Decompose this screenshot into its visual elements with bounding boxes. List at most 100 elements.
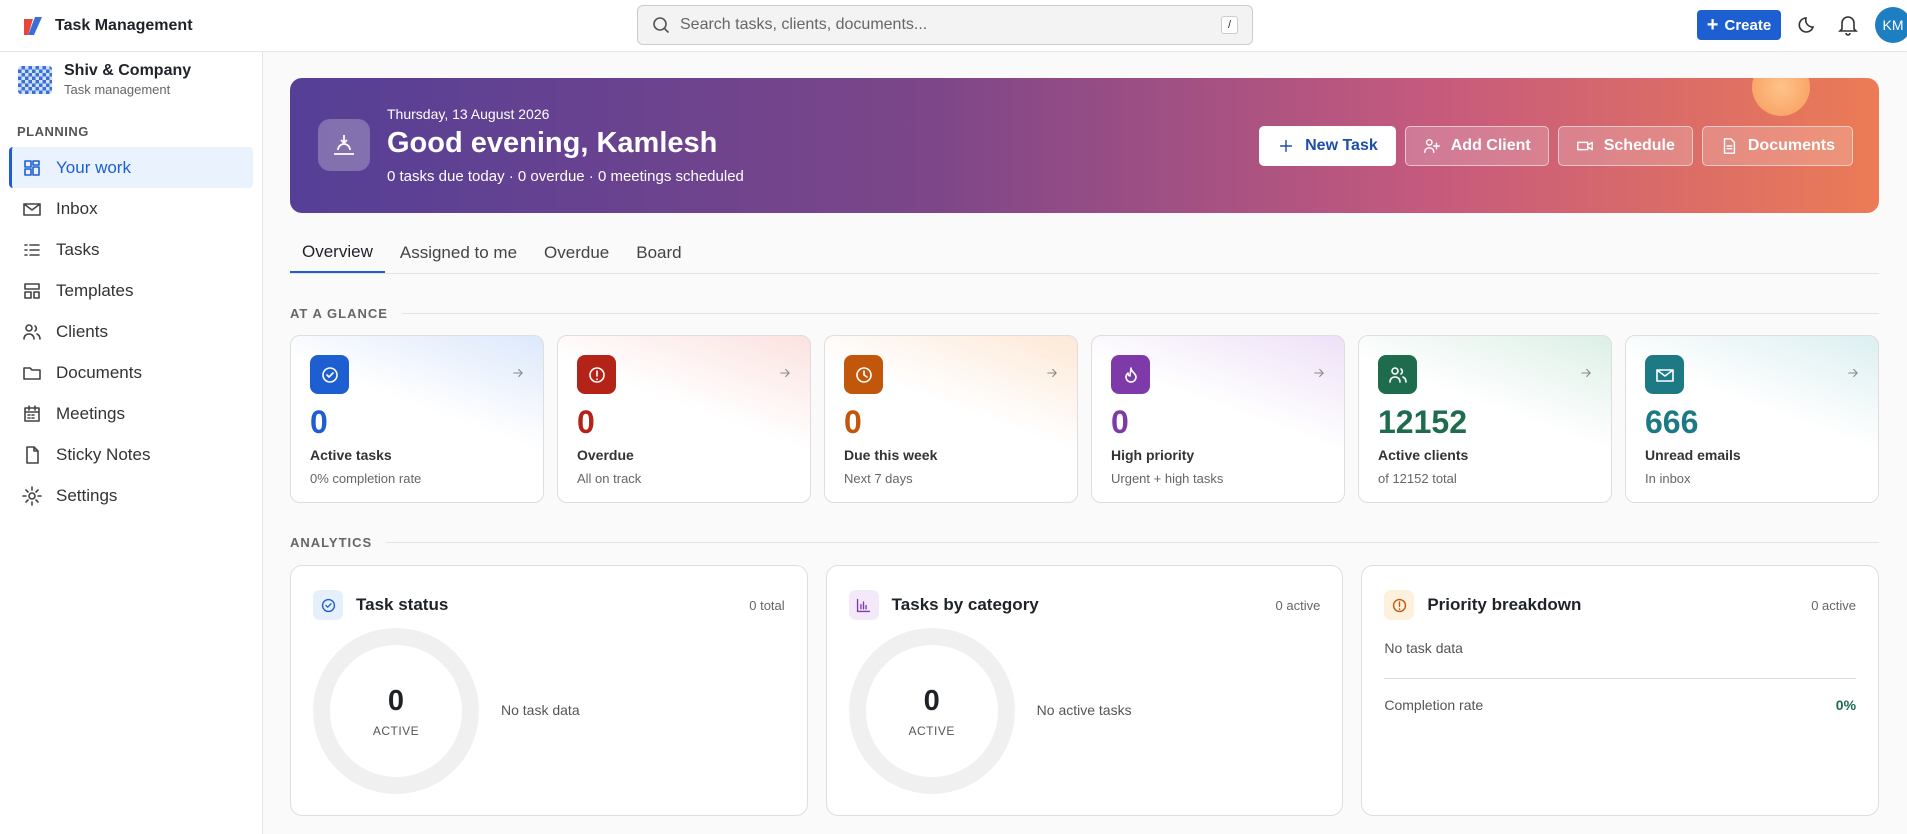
icon (22, 485, 42, 506)
hero-summary: 0 tasks due today · 0 overdue · 0 meetin… (387, 168, 744, 185)
nav-item[interactable]: Templates (9, 270, 253, 311)
nav-item[interactable]: Tasks (9, 229, 253, 270)
stat-card[interactable]: 0 Active tasks 0% completion rate (290, 335, 544, 503)
search-placeholder: Search tasks, clients, documents... (680, 16, 928, 33)
org: Shiv & Company Task management (18, 62, 262, 97)
nav-item[interactable]: Documents (9, 352, 253, 393)
icon (24, 404, 40, 422)
nav-label: Tasks (56, 239, 100, 259)
nav-label: Inbox (56, 198, 98, 218)
stat-card[interactable]: 0 Due this week Next 7 days (824, 335, 1078, 503)
icon (1124, 366, 1137, 383)
card-icon (577, 355, 616, 394)
nav-label: Meetings (56, 403, 125, 423)
stat-card[interactable]: 12152 Active clients of 12152 total (1358, 335, 1612, 503)
panel-header: Tasks by category 0 active (848, 590, 1320, 620)
donut: 0 ACTIVE (848, 628, 1015, 794)
icon (23, 202, 41, 216)
analytics-panel: Priority breakdown 0 active No task data Co… (1361, 565, 1880, 816)
donut-label: ACTIVE (908, 723, 955, 738)
icon (1848, 368, 1858, 378)
button-label: New Task (1305, 137, 1378, 154)
nav-item[interactable]: Sticky Notes (9, 434, 253, 475)
card-sub: 0% completion rate (310, 471, 422, 486)
analytics-panel: Task status 0 total 0 ACTIVE No task data (290, 565, 808, 816)
tab[interactable]: Assigned to me (399, 242, 518, 262)
glance-title: AT A GLANCE (290, 306, 1879, 321)
card-sub: In inbox (1645, 471, 1691, 486)
logo (24, 16, 42, 35)
theme-toggle[interactable] (1798, 15, 1818, 35)
icon (321, 366, 338, 383)
nav-item[interactable]: Inbox (9, 188, 253, 229)
icon (26, 445, 39, 464)
card-arrow (778, 366, 792, 380)
nav-icon (22, 158, 42, 178)
nav-icon (22, 404, 42, 424)
notifications[interactable] (1838, 14, 1858, 36)
tab[interactable]: Overview (290, 232, 385, 273)
section-label: PLANNING (17, 124, 89, 139)
nav-icon (22, 281, 42, 301)
hero-button[interactable]: Documents (1701, 126, 1853, 166)
icon (24, 282, 40, 299)
icon (1723, 138, 1735, 154)
search-box[interactable]: Search tasks, clients, documents... / (637, 5, 1253, 45)
hero-button[interactable]: Add Client (1404, 126, 1549, 166)
card-sub: Urgent + high tasks (1111, 471, 1224, 486)
card-label: Overdue (577, 447, 634, 463)
panel-icon (1384, 590, 1415, 620)
stat-card[interactable]: 0 Overdue All on track (557, 335, 811, 503)
stat-card[interactable]: 666 Unread emails In inbox (1625, 335, 1879, 503)
icon (1581, 368, 1591, 378)
button-icon (1277, 137, 1295, 155)
create-button[interactable]: + Create (1697, 10, 1781, 40)
panel-meta: 0 active (1811, 597, 1857, 613)
card-arrow (1045, 366, 1059, 380)
nav-item[interactable]: Settings (9, 475, 253, 516)
nav: Your work Inbox Tasks Templates Clients Docum… (0, 147, 262, 516)
plus: + (1706, 14, 1719, 36)
panel-icon (848, 590, 879, 620)
stat-cards: 0 Active tasks 0% completion rate 0 Overdue A… (290, 335, 1879, 503)
card-arrow (1312, 366, 1326, 380)
hero-button[interactable]: New Task (1259, 126, 1396, 166)
icon (1279, 139, 1293, 153)
stat-card[interactable]: 0 High priority Urgent + high tasks (1091, 335, 1345, 503)
card-sub: All on track (577, 471, 642, 486)
icon (1314, 368, 1324, 378)
card-arrow (511, 366, 525, 380)
nav-label: Settings (56, 485, 118, 505)
avatar[interactable]: KM (1875, 7, 1907, 43)
analytics-title-text: ANALYTICS (290, 535, 373, 550)
sunset-icon (334, 135, 354, 155)
nav-label: Templates (56, 280, 134, 300)
tab[interactable]: Board (636, 242, 682, 262)
top-bar: Task Management Search tasks, clients, d… (0, 0, 1907, 52)
button-icon (1720, 137, 1738, 155)
tab[interactable]: Overdue (544, 242, 610, 262)
org-logo (18, 65, 52, 94)
icon (780, 368, 790, 378)
card-icon (310, 355, 349, 394)
nav-label: Sticky Notes (56, 444, 151, 464)
nav-item[interactable]: Clients (9, 311, 253, 352)
card-value: 0 (577, 404, 595, 440)
button-icon (1576, 137, 1594, 155)
nav-item[interactable]: Meetings (9, 393, 253, 434)
icon (513, 368, 523, 378)
panel-title: Tasks by category (891, 595, 1039, 614)
icon (1576, 141, 1593, 151)
icon (855, 366, 872, 383)
analytics-panel: Tasks by category 0 active 0 ACTIVE No activ… (825, 565, 1344, 816)
panel-title: Priority breakdown (1427, 595, 1582, 614)
nav-label: Your work (56, 157, 131, 177)
card-value: 0 (844, 404, 862, 440)
icon (1655, 368, 1674, 382)
panel-header: Priority breakdown 0 active (1384, 590, 1856, 620)
org-name: Shiv & Company (64, 62, 192, 79)
hero-button[interactable]: Schedule (1557, 126, 1693, 166)
org-subtitle: Task management (64, 82, 171, 97)
nav-item[interactable]: Your work (9, 147, 253, 188)
icon (24, 243, 40, 256)
